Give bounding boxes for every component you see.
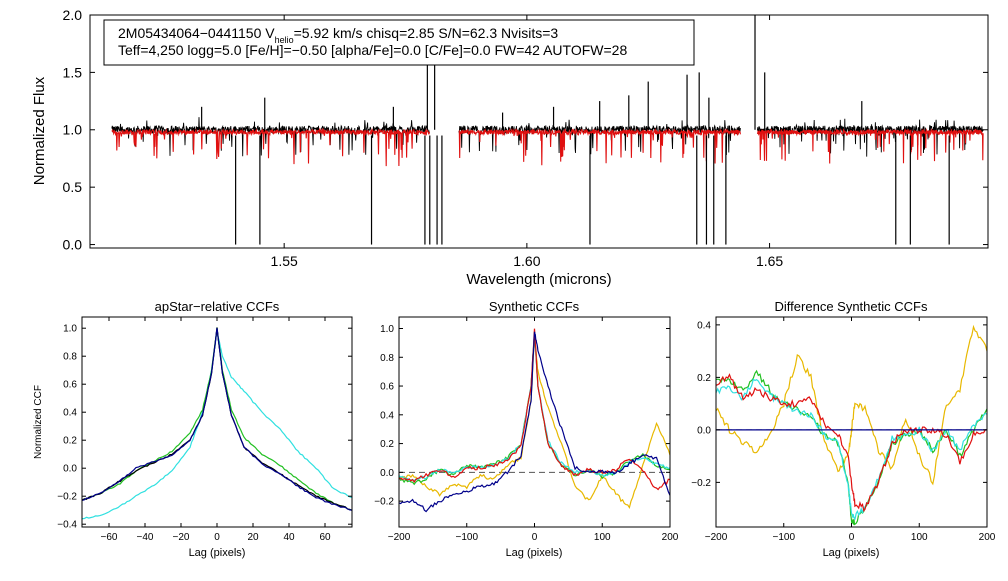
y-tick-label: 0.6 <box>63 380 77 391</box>
x-tick-label: 0 <box>532 532 538 543</box>
spectrum-xlabel: Wavelength (microns) <box>466 271 611 288</box>
x-tick-label: 0 <box>214 532 220 543</box>
synthetic-ccf-frame <box>398 316 671 528</box>
ccf-black-line <box>82 327 352 511</box>
y-tick-label: 0.2 <box>697 373 711 384</box>
difference-ccf-xlabel: Lag (pixels) <box>823 547 880 559</box>
annotation-line1: 2M05434064−0441150 Vhelio=5.92 km/s chis… <box>118 25 558 45</box>
spectrum-ylabel: Normalized Flux <box>31 76 48 185</box>
apstar-ccf-panel: −60 −40 −20 0 20 40 60 −0.4 −0.2 0.0 0.2 0.4 0.6 0.8 1… <box>33 299 353 559</box>
y-tick-label: 2.0 <box>63 7 83 23</box>
difference-ccf-title: Difference Synthetic CCFs <box>775 299 928 314</box>
y-tick-label: 0.2 <box>63 436 77 447</box>
spectrum-model-line <box>756 127 984 164</box>
x-tick-label: −100 <box>455 532 478 543</box>
y-tick-label: 0.6 <box>380 382 394 393</box>
ccf-yellow-line <box>716 324 987 486</box>
y-tick-label: 0.0 <box>63 236 83 252</box>
spectrum-observed-line <box>111 117 430 157</box>
y-tick-label: 1.0 <box>63 122 83 138</box>
synthetic-ccf-title: Synthetic CCFs <box>489 299 580 314</box>
x-tick-label: 200 <box>979 532 996 543</box>
x-tick-label: 1.55 <box>271 253 298 269</box>
y-tick-label: 0.4 <box>697 320 711 331</box>
y-tick-label: −0.4 <box>57 520 77 531</box>
ccf-navy-line <box>82 327 352 511</box>
spectrum-series <box>111 15 984 245</box>
x-tick-label: 60 <box>319 532 331 543</box>
y-tick-label: 1.5 <box>63 64 83 80</box>
synthetic-ccf-series <box>399 328 670 513</box>
apstar-ccf-frame <box>81 316 353 528</box>
x-tick-label: −100 <box>772 532 795 543</box>
y-tick-label: 0.4 <box>63 408 77 419</box>
ccf-red-line <box>716 373 987 513</box>
apstar-ccf-title: apStar−relative CCFs <box>155 299 280 314</box>
difference-ccf-frame <box>715 316 988 528</box>
y-tick-label: 0.5 <box>63 179 83 195</box>
x-tick-label: 0 <box>849 532 855 543</box>
y-tick-label: −0.2 <box>57 492 77 503</box>
ccf-yellow-line <box>399 335 670 509</box>
y-tick-label: 0.0 <box>697 425 711 436</box>
x-tick-label: 100 <box>911 532 928 543</box>
x-tick-label: 1.60 <box>513 253 540 269</box>
y-tick-label: 1.0 <box>63 324 77 335</box>
annotation-line2: Teff=4,250 logg=5.0 [Fe/H]=−0.50 [alpha/… <box>118 42 627 58</box>
y-tick-label: 0.8 <box>63 352 77 363</box>
y-tick-label: −0.2 <box>691 478 711 489</box>
spectrum-ticks: 1.55 1.60 1.65 0.0 0.5 1.0 1.5 2.0 <box>63 7 988 269</box>
apstar-ccf-xlabel: Lag (pixels) <box>189 547 246 559</box>
x-tick-label: 100 <box>594 532 611 543</box>
x-tick-label: −20 <box>173 532 190 543</box>
x-tick-label: 40 <box>283 532 295 543</box>
ccf-green-line <box>82 327 352 511</box>
difference-ccf-series <box>716 324 987 526</box>
x-tick-label: 1.65 <box>756 253 783 269</box>
y-tick-label: 0.8 <box>380 353 394 364</box>
annotation-box <box>103 19 695 66</box>
y-tick-label: 0.0 <box>63 464 77 475</box>
x-tick-label: 200 <box>662 532 679 543</box>
ccf-cyan-line <box>716 378 987 520</box>
synthetic-ccf-xlabel: Lag (pixels) <box>506 547 563 559</box>
spectrum-panel: 1.55 1.60 1.65 0.0 0.5 1.0 1.5 2.0 2M05434064−0… <box>31 7 989 288</box>
y-tick-label: 0.2 <box>380 439 394 450</box>
ccf-cyan-line <box>399 331 670 482</box>
x-tick-label: −200 <box>705 532 728 543</box>
y-tick-label: 0.0 <box>380 468 394 479</box>
x-tick-label: −200 <box>388 532 411 543</box>
x-tick-label: −40 <box>137 532 154 543</box>
ccf-red-line <box>399 328 670 491</box>
y-tick-label: −0.2 <box>374 497 394 508</box>
y-tick-label: 0.4 <box>380 410 394 421</box>
y-tick-label: 1.0 <box>380 324 394 335</box>
ccf-navy-line <box>399 331 670 513</box>
synthetic-ccf-panel: −200 −100 0 100 200 −0.2 0.0 0.2 0.4 0.6 0.8 1.0 Sy… <box>374 299 679 559</box>
x-tick-label: −60 <box>101 532 118 543</box>
difference-ccf-panel: −200 −100 0 100 200 −0.2 0.0 0.2 0.4 Difference … <box>691 299 996 559</box>
spectrum-model-line <box>458 127 741 166</box>
ccf-green-line <box>716 369 987 526</box>
apstar-ccf-ticks: −60 −40 −20 0 20 40 60 −0.4 −0.2 0.0 0.2 0.4 0.6 0.8 1… <box>57 317 352 543</box>
ccf-cyan-line <box>82 330 352 520</box>
x-tick-label: 20 <box>247 532 259 543</box>
apstar-ccf-series <box>82 327 352 520</box>
apstar-ccf-ylabel: Normalized CCF <box>33 385 44 459</box>
spectrum-frame <box>89 14 989 249</box>
spectrum-model-line <box>111 127 431 167</box>
synthetic-ccf-ticks: −200 −100 0 100 200 −0.2 0.0 0.2 0.4 0.6 0.8 1.0 <box>374 317 679 543</box>
